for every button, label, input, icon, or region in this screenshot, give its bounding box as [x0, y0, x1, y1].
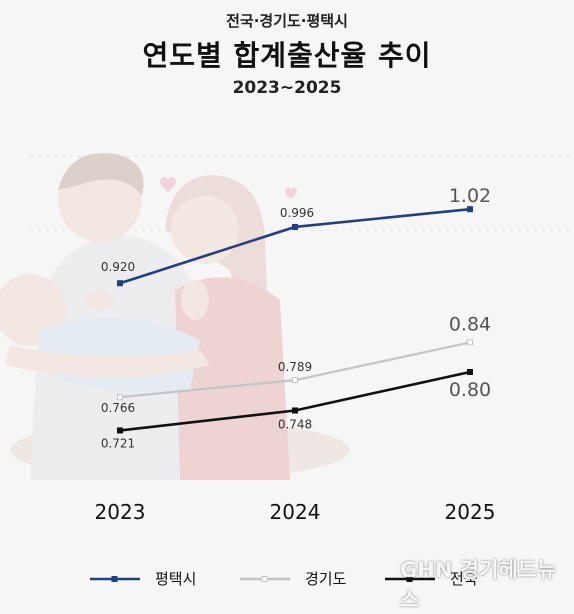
data-point-national-2025: [467, 369, 473, 375]
legend-marker-national: [406, 576, 413, 582]
data-point-national-2023: [117, 427, 123, 434]
data-point-pyeongtaek-2024: [292, 223, 298, 230]
data-label-national-2023: 0.721: [101, 436, 135, 450]
data-label-gyeonggi-2025: 0.84: [449, 313, 491, 335]
x-tick-label-2023: 2023: [95, 500, 146, 524]
data-point-gyeonggi-2025: [467, 339, 473, 346]
data-label-national-2024: 0.748: [278, 417, 312, 431]
family-illustration: [0, 153, 574, 480]
subtitle: 전국·경기도·평택시: [226, 12, 348, 30]
data-point-pyeongtaek-2023: [117, 280, 123, 287]
data-point-gyeonggi-2024: [292, 377, 298, 384]
data-point-national-2024: [292, 407, 298, 414]
data-label-gyeonggi-2024: 0.789: [278, 360, 312, 374]
series-line-pyeongtaek: [119, 207, 471, 285]
legend-label-national: 전국: [450, 570, 478, 588]
data-point-gyeonggi-2023: [117, 394, 123, 401]
x-tick-label-2024: 2024: [270, 500, 321, 524]
legend-marker-pyeongtaek: [111, 576, 118, 582]
data-label-pyeongtaek-2023: 0.920: [101, 260, 135, 274]
data-point-pyeongtaek-2025: [467, 206, 473, 213]
chart-title: 연도별 합계출산율 추이: [142, 39, 432, 72]
watermark: GHN 경기헤드뉴스: [400, 558, 557, 612]
data-label-pyeongtaek-2024: 0.996: [280, 206, 314, 220]
data-label-gyeonggi-2023: 0.766: [101, 401, 135, 415]
legend-marker-gyeonggi: [261, 576, 268, 582]
data-label-pyeongtaek-2025: 1.02: [449, 185, 491, 207]
legend-label-pyeongtaek: 평택시: [155, 570, 196, 588]
data-label-national-2025: 0.80: [449, 379, 491, 401]
x-tick-label-2025: 2025: [445, 500, 496, 524]
legend-label-gyeonggi: 경기도: [305, 570, 347, 588]
period-label: 2023~2025: [232, 78, 342, 98]
